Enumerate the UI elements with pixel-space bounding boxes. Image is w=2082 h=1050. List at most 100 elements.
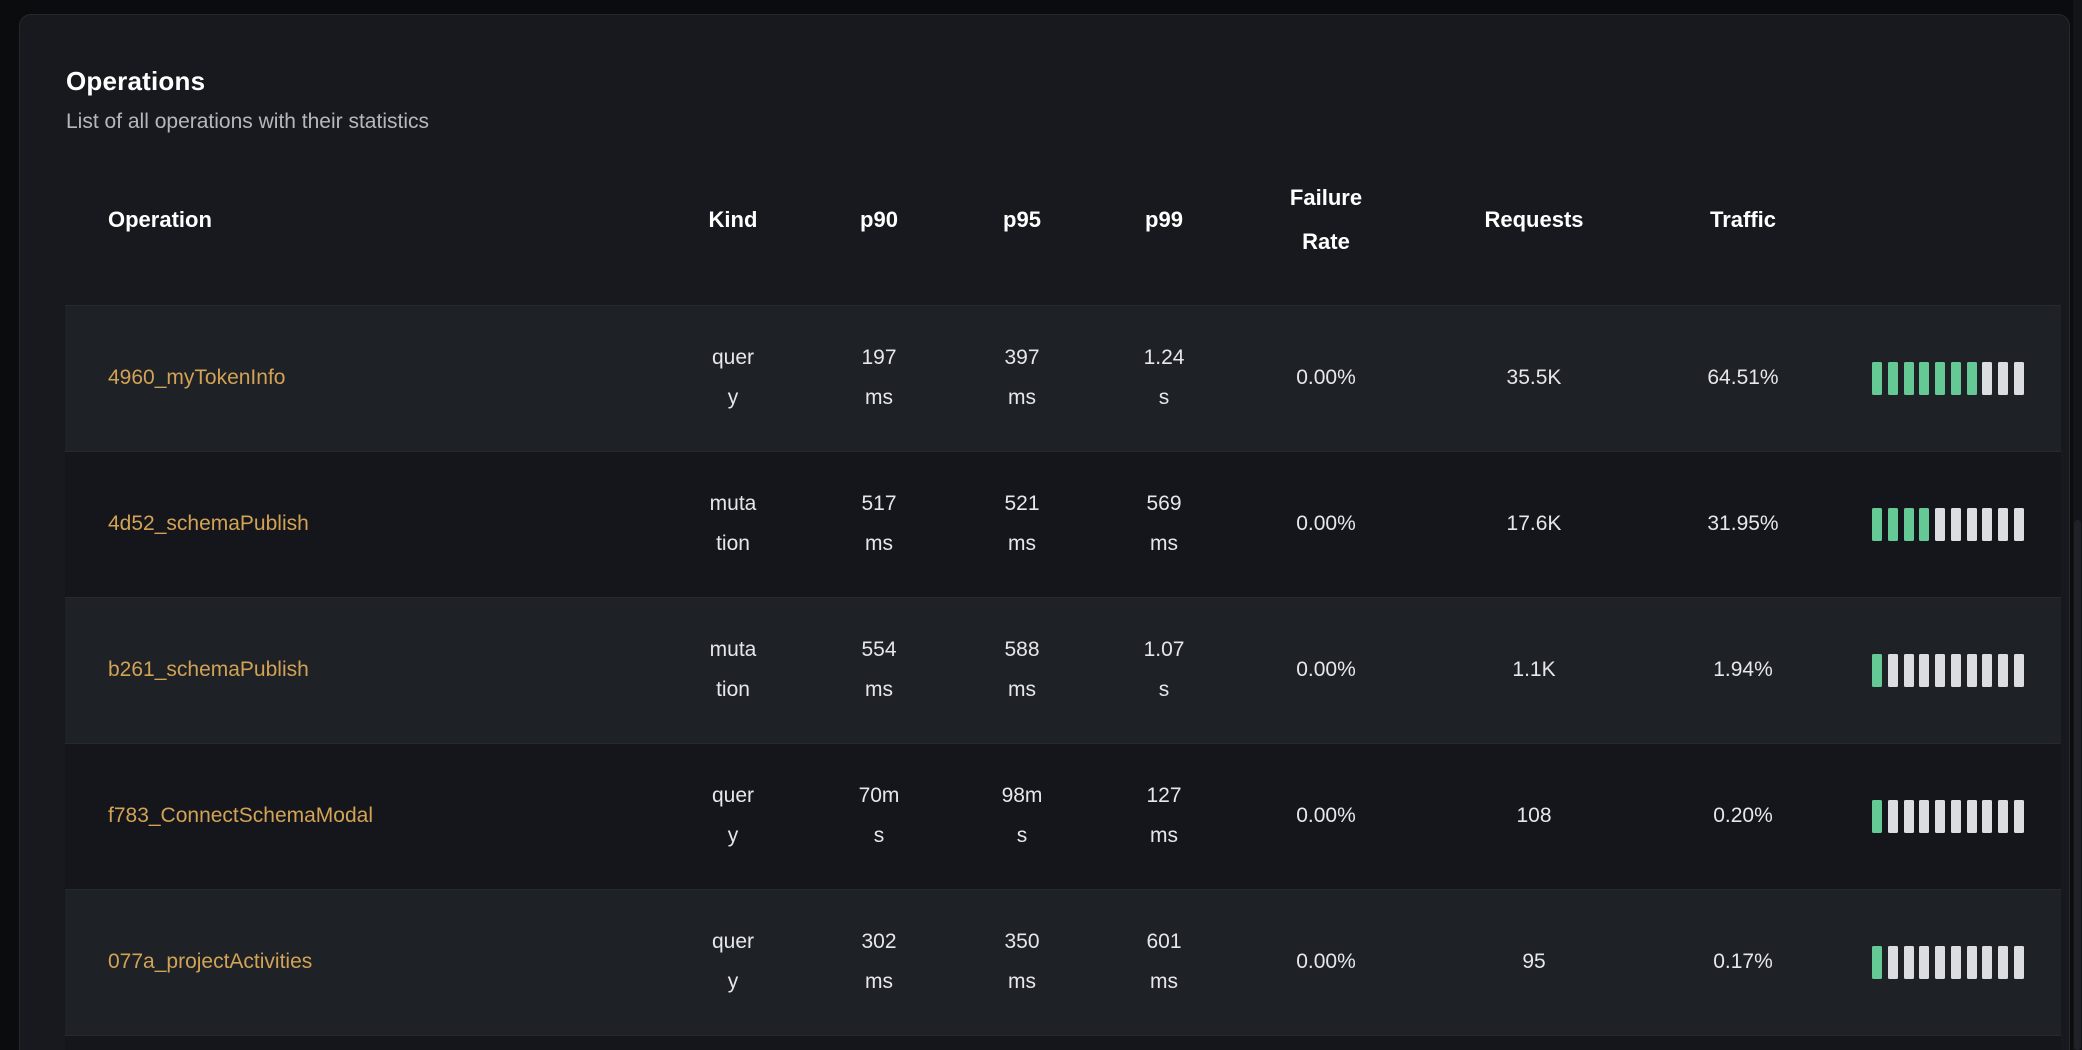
p90-cell: 197ms: [861, 346, 897, 410]
traffic-bars: [1871, 945, 2025, 979]
traffic-bar-filled: [1903, 361, 1914, 395]
requests-cell: 95: [1522, 950, 1546, 974]
traffic-bar-filled: [1919, 507, 1930, 541]
traffic-bar-filled: [1871, 507, 1882, 541]
traffic-bar-empty: [1887, 799, 1898, 833]
traffic-bar-empty: [1935, 653, 1946, 687]
operations-table: Operation Kind p90 p95 p99 Failure Rate …: [65, 135, 2061, 1050]
operation-link[interactable]: 4d52_schemaPublish: [108, 512, 309, 536]
traffic-bar-empty: [1982, 799, 1993, 833]
traffic-bar-empty: [1966, 507, 1977, 541]
p90-cell: 554ms: [861, 638, 897, 702]
requests-cell: 35.5K: [1506, 366, 1562, 390]
column-header-p95: p95: [1003, 206, 1041, 232]
column-header-requests: Requests: [1484, 206, 1584, 232]
traffic-bar-empty: [1950, 799, 1961, 833]
traffic-bar-empty: [1982, 507, 1993, 541]
traffic-bar-filled: [1966, 361, 1977, 395]
failure-rate-cell: 0.00%: [1296, 950, 1356, 974]
traffic-bar-empty: [2014, 653, 2025, 687]
traffic-bar-empty: [1887, 945, 1898, 979]
traffic-bar-empty: [1966, 799, 1977, 833]
column-header-p90: p90: [860, 206, 898, 232]
failure-rate-cell: 0.00%: [1296, 658, 1356, 682]
traffic-cell: 1.94%: [1713, 658, 1773, 682]
kind-cell: query: [711, 930, 755, 994]
failure-rate-cell: 0.00%: [1296, 366, 1356, 390]
traffic-cell: 64.51%: [1707, 366, 1779, 390]
traffic-bar-empty: [1998, 945, 2009, 979]
kind-cell: mutation: [709, 638, 757, 702]
p95-cell: 588ms: [1004, 638, 1040, 702]
column-header-failure-rate: Failure Rate: [1289, 184, 1363, 254]
traffic-bar-empty: [1919, 799, 1930, 833]
column-header-p99: p99: [1145, 206, 1183, 232]
traffic-bar-empty: [1966, 945, 1977, 979]
p90-cell: 302ms: [861, 930, 897, 994]
operations-panel: Operations List of all operations with t…: [19, 14, 2070, 1050]
p95-cell: 397ms: [1004, 346, 1040, 410]
traffic-bar-filled: [1919, 361, 1930, 395]
traffic-bar-empty: [2014, 945, 2025, 979]
traffic-cell: 0.20%: [1713, 804, 1773, 828]
traffic-cell: 31.95%: [1707, 512, 1779, 536]
traffic-bar-empty: [2014, 361, 2025, 395]
traffic-bar-empty: [1950, 507, 1961, 541]
scrollbar-thumb[interactable]: [2074, 520, 2081, 1050]
traffic-bar-filled: [1871, 361, 1882, 395]
traffic-bar-empty: [1966, 653, 1977, 687]
table-row: 4d52_schemaPublish mutation 517ms 521ms …: [65, 450, 2061, 597]
requests-cell: 1.1K: [1512, 658, 1556, 682]
traffic-bar-filled: [1935, 361, 1946, 395]
traffic-bar-empty: [1950, 653, 1961, 687]
traffic-bar-empty: [1982, 945, 1993, 979]
traffic-bar-empty: [1935, 799, 1946, 833]
p95-cell: 350ms: [1004, 930, 1040, 994]
table-row: f783_ConnectSchemaModal query 70ms 98ms …: [65, 742, 2061, 889]
p95-cell: 98ms: [1001, 784, 1043, 848]
traffic-bars: [1871, 361, 2025, 395]
p99-cell: 1.07s: [1143, 638, 1185, 702]
requests-cell: 108: [1516, 804, 1552, 828]
traffic-bars: [1871, 507, 2025, 541]
p99-cell: 127ms: [1146, 784, 1182, 848]
table-row: 4960_myTokenInfo query 197ms 397ms 1.24s…: [65, 304, 2061, 451]
traffic-bar-empty: [1998, 653, 2009, 687]
traffic-bar-empty: [1935, 507, 1946, 541]
operation-link[interactable]: 077a_projectActivities: [108, 950, 313, 974]
p95-cell: 521ms: [1004, 492, 1040, 556]
p99-cell: 601ms: [1146, 930, 1182, 994]
traffic-bar-filled: [1950, 361, 1961, 395]
traffic-bar-filled: [1871, 799, 1882, 833]
traffic-bar-empty: [1887, 653, 1898, 687]
traffic-bar-empty: [1903, 799, 1914, 833]
p90-cell: 70ms: [858, 784, 900, 848]
kind-cell: mutation: [709, 492, 757, 556]
operation-link[interactable]: b261_schemaPublish: [108, 658, 309, 682]
column-header-traffic: Traffic: [1709, 206, 1777, 232]
traffic-cell: 0.17%: [1713, 950, 1773, 974]
traffic-bar-empty: [1903, 945, 1914, 979]
scrollbar-track[interactable]: [2073, 0, 2082, 1050]
requests-cell: 17.6K: [1506, 512, 1562, 536]
traffic-bar-empty: [1919, 945, 1930, 979]
traffic-bars: [1871, 799, 2025, 833]
operation-link[interactable]: f783_ConnectSchemaModal: [108, 804, 374, 828]
traffic-bar-empty: [1950, 945, 1961, 979]
traffic-bar-empty: [1998, 361, 2009, 395]
traffic-bar-empty: [2014, 507, 2025, 541]
table-row: 077a_projectActivities query 302ms 350ms…: [65, 888, 2061, 1035]
p99-cell: 1.24s: [1143, 346, 1185, 410]
p99-cell: 569ms: [1146, 492, 1182, 556]
operation-link[interactable]: 4960_myTokenInfo: [108, 366, 286, 390]
kind-cell: query: [711, 784, 755, 848]
table-header-row: Operation Kind p90 p95 p99 Failure Rate …: [65, 135, 2061, 305]
table-row-partial: [65, 1034, 2061, 1050]
traffic-bar-filled: [1887, 507, 1898, 541]
traffic-bar-empty: [1982, 361, 1993, 395]
traffic-bar-filled: [1871, 945, 1882, 979]
column-header-operation: Operation: [108, 206, 212, 232]
traffic-bar-empty: [1998, 799, 2009, 833]
traffic-bar-filled: [1871, 653, 1882, 687]
failure-rate-cell: 0.00%: [1296, 804, 1356, 828]
